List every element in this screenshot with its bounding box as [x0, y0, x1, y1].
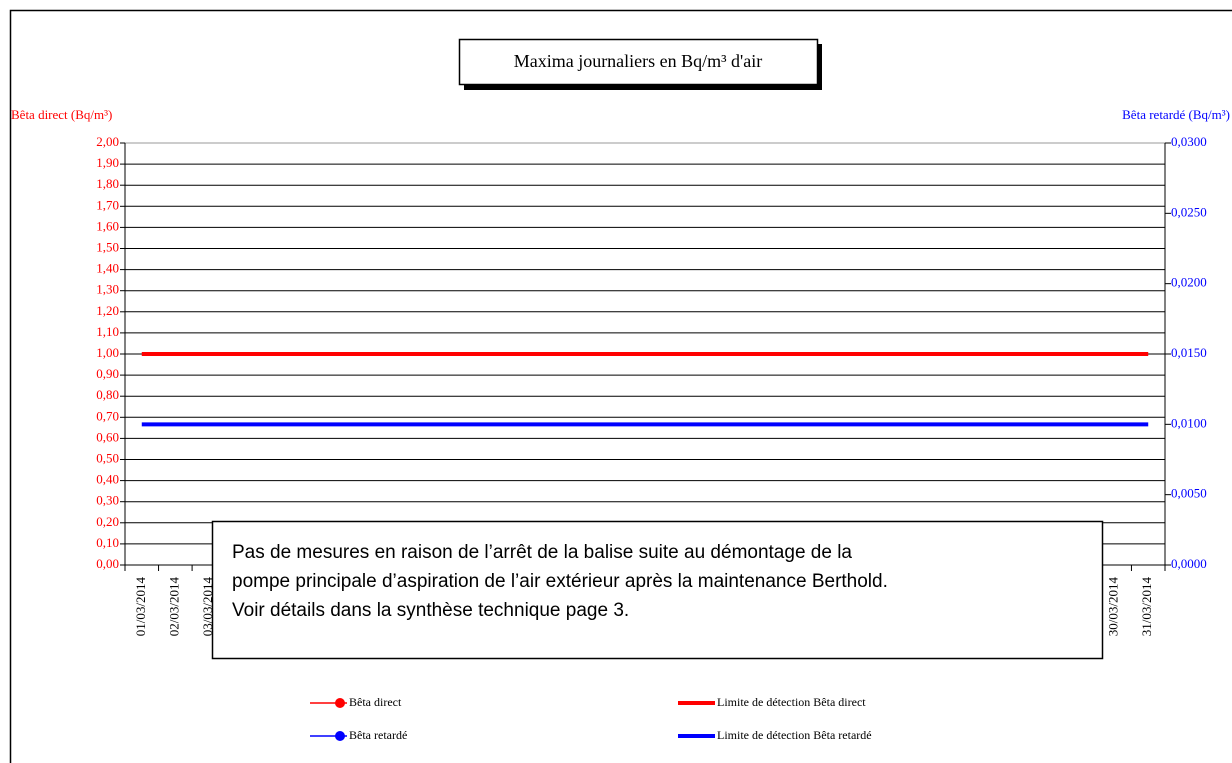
y2-tick-label: 0,0000: [1171, 556, 1207, 571]
y-tick-label: 1,20: [96, 303, 119, 318]
annotation-text: pompe principale d’aspiration de l’air e…: [232, 571, 888, 592]
x-tick-label: 01/03/2014: [133, 577, 148, 637]
legend-label: Bêta direct: [349, 695, 402, 709]
y-tick-label: 1,10: [96, 324, 119, 339]
y-tick-label: 0,60: [96, 429, 119, 444]
y-tick-label: 1,70: [96, 197, 119, 212]
y-tick-label: 0,10: [96, 535, 119, 550]
y-tick-label: 1,60: [96, 218, 119, 233]
y-tick-label: 0,70: [96, 408, 119, 423]
y-tick-label: 1,00: [96, 345, 119, 360]
y-tick-label: 0,50: [96, 450, 119, 465]
y2-tick-label: 0,0250: [1171, 204, 1207, 219]
y-tick-label: 0,00: [96, 556, 119, 571]
y2-axis-label: Bêta retardé (Bq/m³): [1122, 107, 1230, 122]
y-tick-label: 1,50: [96, 239, 119, 254]
legend-marker: [335, 731, 345, 741]
legend-marker: [335, 698, 345, 708]
title-box: [458, 38, 819, 86]
y-tick-label: 0,30: [96, 493, 119, 508]
chart-title: Maxima journaliers en Bq/m³ d'air: [514, 51, 763, 71]
y-tick-label: 1,30: [96, 282, 119, 297]
y-axis-label: Bêta direct (Bq/m³): [11, 107, 112, 122]
y2-tick-label: 0,0150: [1171, 345, 1207, 360]
y-tick-label: 1,90: [96, 155, 119, 170]
y2-tick-label: 0,0050: [1171, 486, 1207, 501]
x-tick-label: 31/03/2014: [1139, 577, 1154, 637]
legend-label: Limite de détection Bêta retardé: [717, 728, 872, 742]
y-tick-label: 1,40: [96, 261, 119, 276]
y2-tick-label: 0,0100: [1171, 415, 1207, 430]
legend-label: Limite de détection Bêta direct: [717, 695, 866, 709]
x-tick-label: 02/03/2014: [166, 577, 181, 637]
legend-label: Bêta retardé: [349, 728, 407, 742]
annotation-box: [211, 520, 1104, 660]
y-tick-label: 0,90: [96, 366, 119, 381]
y-tick-label: 2,00: [96, 134, 119, 149]
y-tick-label: 0,40: [96, 472, 119, 487]
y2-tick-label: 0,0200: [1171, 275, 1207, 290]
x-tick-label: 03/03/2014: [200, 577, 215, 637]
y2-tick-label: 0,0300: [1171, 134, 1207, 149]
annotation-text: Voir détails dans la synthèse technique …: [232, 600, 629, 621]
y-tick-label: 0,80: [96, 387, 119, 402]
x-tick-label: 30/03/2014: [1106, 577, 1121, 637]
y-tick-label: 0,20: [96, 514, 119, 529]
y-tick-label: 1,80: [96, 176, 119, 191]
annotation-text: Pas de mesures en raison de l’arrêt de l…: [232, 542, 852, 563]
